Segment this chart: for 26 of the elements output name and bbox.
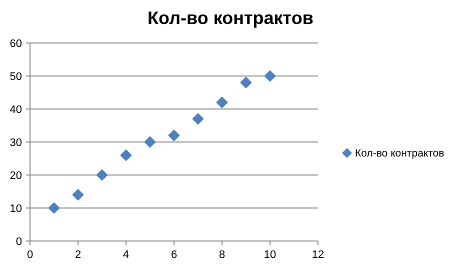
point [240,76,252,89]
y-tick-label: 30 [10,136,22,149]
y-tick-label: 20 [10,170,22,182]
x-tick-label: 10 [264,249,276,261]
x-tick-label: 12 [312,249,324,261]
point [72,188,84,201]
chart-title: Кол-во контрактов [148,8,314,28]
x-tick-label: 8 [218,249,226,261]
x-tick-label: 6 [170,249,178,261]
point [264,70,276,82]
y-tick-label: 40 [10,104,22,116]
x-tick-label: 4 [122,249,130,261]
point [48,202,60,214]
point [144,136,156,148]
legend-label: Кол-во контрактов [355,148,445,160]
y-tick-label: 60 [10,38,22,50]
point [192,112,204,125]
point [168,129,180,142]
point [216,96,228,108]
point [96,169,108,181]
y-tick-label: 10 [10,202,22,215]
x-tick-label: 2 [74,249,82,261]
y-tick-label: 50 [10,70,22,83]
y-tick-label: 0 [16,236,22,248]
point [120,149,132,162]
x-tick-label: 0 [26,249,34,261]
